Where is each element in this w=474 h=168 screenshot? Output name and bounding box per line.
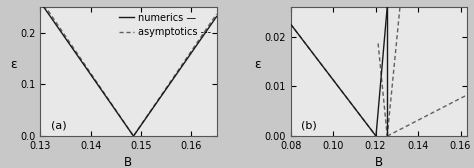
Y-axis label: ε: ε bbox=[10, 58, 17, 71]
Text: (b): (b) bbox=[301, 120, 317, 130]
Text: (a): (a) bbox=[51, 120, 66, 130]
Y-axis label: ε: ε bbox=[254, 58, 261, 71]
X-axis label: B: B bbox=[374, 157, 383, 168]
Legend: numerics —, asymptotics ---: numerics —, asymptotics --- bbox=[118, 12, 212, 38]
X-axis label: B: B bbox=[124, 157, 133, 168]
